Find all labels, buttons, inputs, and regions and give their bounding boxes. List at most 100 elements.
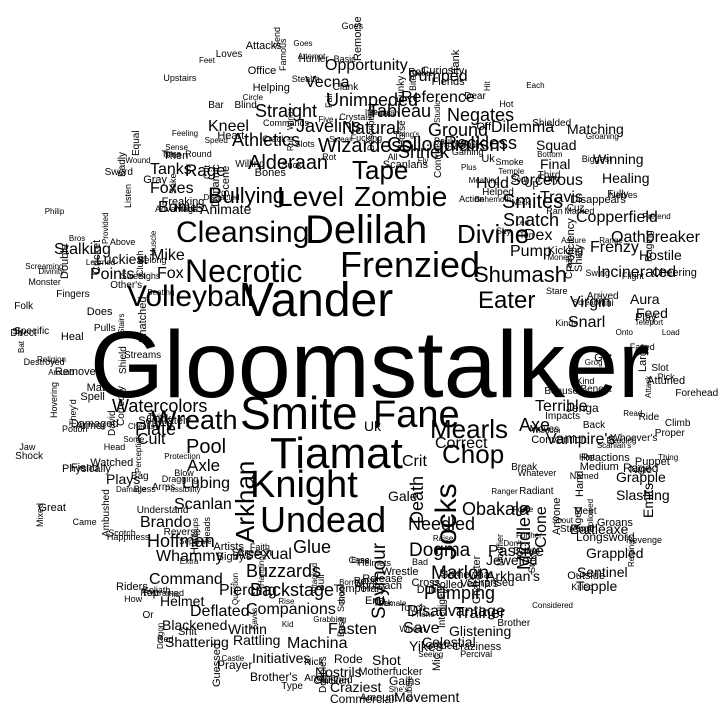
cloud-word-small: Radiant xyxy=(519,486,554,498)
cloud-word-small: Greater xyxy=(408,68,436,78)
cloud-word-small: Up xyxy=(524,177,539,190)
cloud-word: Gloomstalker xyxy=(90,312,650,418)
cloud-word-small: Strike xyxy=(526,549,537,573)
cloud-word: Kneel xyxy=(208,118,249,135)
cloud-word: Natural xyxy=(342,118,401,138)
cloud-word: Animate xyxy=(200,201,252,217)
cloud-word: Brando xyxy=(140,514,192,531)
cloud-word-small: His xyxy=(167,590,180,600)
cloud-word-small: Helping xyxy=(252,81,290,94)
cloud-word-small: Sake xyxy=(168,173,179,194)
cloud-word-small: Crazy xyxy=(563,253,575,280)
cloud-word-small: Stare xyxy=(545,285,568,296)
cloud-word-small: Rub xyxy=(285,136,295,151)
cloud-word-small: Kicking xyxy=(547,244,584,257)
cloud-word-small: Bat xyxy=(17,341,27,354)
cloud-word: Craziest xyxy=(330,679,382,695)
cloud-word-small: Surprised xyxy=(467,577,515,590)
cloud-word-small: Muscle xyxy=(149,230,159,256)
cloud-word-small: Spell xyxy=(80,391,105,404)
cloud-word-small: Swing xyxy=(585,268,611,279)
cloud-word-small: Physically xyxy=(62,463,111,476)
cloud-word: Rage xyxy=(185,161,226,180)
cloud-word-small: Goes xyxy=(341,20,364,31)
cloud-word-small: Case xyxy=(348,555,370,566)
cloud-word: Fasten xyxy=(328,621,377,638)
cloud-word: Fox xyxy=(157,265,184,282)
cloud-word: Rode xyxy=(334,652,363,666)
cloud-word-small: Slot xyxy=(651,362,669,374)
cloud-word-small: Then xyxy=(163,150,189,163)
cloud-word-small: Borrow xyxy=(339,577,365,587)
cloud-word: Scanlan xyxy=(174,496,232,513)
cloud-word: Foxes xyxy=(150,180,194,197)
cloud-word: Snarl xyxy=(568,314,606,331)
cloud-word: Smites xyxy=(502,191,564,213)
cloud-word-small: Scream xyxy=(572,297,601,307)
cloud-word: Obakala xyxy=(462,499,530,519)
cloud-word-small: Base xyxy=(335,616,346,638)
cloud-word-small: Considered xyxy=(532,600,574,610)
cloud-word: Squad xyxy=(536,137,577,153)
cloud-word-small: Rolled xyxy=(431,579,463,592)
cloud-word-small: Meet xyxy=(574,506,597,518)
cloud-word: Machina xyxy=(287,635,348,652)
cloud-word-small: Helped xyxy=(482,186,514,198)
cloud-word-small: Fucking xyxy=(350,133,383,144)
cloud-word-small: Force xyxy=(512,504,534,514)
cloud-word: Snatch xyxy=(503,210,560,230)
cloud-word-small: Thing xyxy=(658,452,679,462)
cloud-word: Nostrils xyxy=(315,664,362,680)
cloud-word-small: Extra xyxy=(179,557,199,567)
cloud-word-small: Attacks xyxy=(245,39,282,52)
cloud-word: Dex xyxy=(524,227,553,244)
cloud-word-small: Marked xyxy=(564,205,595,216)
cloud-word-small: Raging xyxy=(643,230,655,263)
cloud-word-small: Watched xyxy=(90,457,134,470)
cloud-word: Longsword xyxy=(576,530,635,544)
cloud-word-small: School xyxy=(335,584,346,613)
cloud-word-small: Plus xyxy=(461,163,477,173)
cloud-word: Movement xyxy=(394,689,460,705)
cloud-word-small: Off xyxy=(476,120,492,133)
cloud-word: Dogma xyxy=(409,540,471,561)
cloud-word-small: Further xyxy=(516,531,542,541)
cloud-word-small: Riders xyxy=(116,581,148,594)
cloud-word: Sentinel xyxy=(577,564,628,580)
cloud-word-small: Bigby's xyxy=(216,550,252,563)
cloud-word: Stalking xyxy=(54,241,111,258)
cloud-word-small: Ranger xyxy=(491,487,518,497)
cloud-word-small: Amount xyxy=(359,692,398,705)
cloud-word-small: Heart xyxy=(217,129,245,142)
cloud-word-small: Gaming xyxy=(451,147,484,158)
cloud-word-small: Scanlan's xyxy=(596,441,632,451)
cloud-word-small: Saves xyxy=(249,608,259,631)
cloud-word: Unimpeded xyxy=(326,90,419,110)
cloud-word: Shot xyxy=(372,652,401,668)
cloud-word-small: Killed xyxy=(571,581,594,592)
cloud-word-small: Kid xyxy=(281,620,294,630)
cloud-word-small: Reactions xyxy=(580,452,630,465)
cloud-word: Pumped xyxy=(408,68,468,85)
cloud-word: Level xyxy=(277,181,344,212)
cloud-word-small: Biggest xyxy=(581,153,612,164)
cloud-word: Rattling xyxy=(233,632,281,648)
cloud-word-small: Teleport xyxy=(634,317,664,327)
cloud-word: Travis xyxy=(540,189,583,206)
cloud-word-small: Destroyed xyxy=(23,356,65,367)
cloud-word-small: Faith xyxy=(249,541,270,552)
cloud-word: Hostile xyxy=(639,247,682,263)
cloud-word-small: Shit xyxy=(177,626,197,639)
cloud-word-small: Blind xyxy=(234,99,257,111)
cloud-word: Glue xyxy=(293,537,332,557)
cloud-word: Gains xyxy=(389,674,421,688)
cloud-word-small: Restrained xyxy=(140,588,185,599)
cloud-word-small: Money xyxy=(547,253,572,263)
cloud-word-small: Rise xyxy=(278,597,295,607)
cloud-word-small: Whoever's xyxy=(610,432,658,444)
cloud-word-small: Separately xyxy=(138,415,191,428)
cloud-word: Pool xyxy=(186,436,227,458)
cloud-word-small: Bubble xyxy=(405,675,415,701)
cloud-word: Needled xyxy=(408,514,476,534)
cloud-word-small: Fiends xyxy=(431,75,465,88)
